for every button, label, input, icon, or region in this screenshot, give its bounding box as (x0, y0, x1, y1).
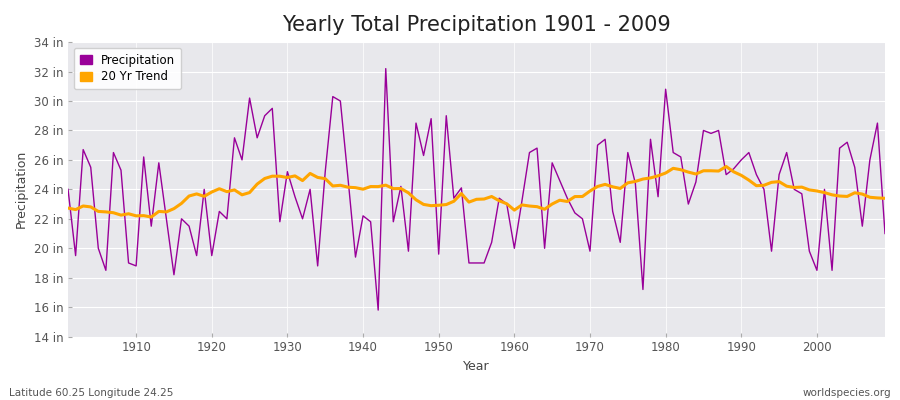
Text: worldspecies.org: worldspecies.org (803, 388, 891, 398)
Legend: Precipitation, 20 Yr Trend: Precipitation, 20 Yr Trend (74, 48, 181, 89)
X-axis label: Year: Year (464, 360, 490, 373)
Text: Latitude 60.25 Longitude 24.25: Latitude 60.25 Longitude 24.25 (9, 388, 174, 398)
Title: Yearly Total Precipitation 1901 - 2009: Yearly Total Precipitation 1901 - 2009 (282, 15, 670, 35)
Y-axis label: Precipitation: Precipitation (15, 150, 28, 228)
